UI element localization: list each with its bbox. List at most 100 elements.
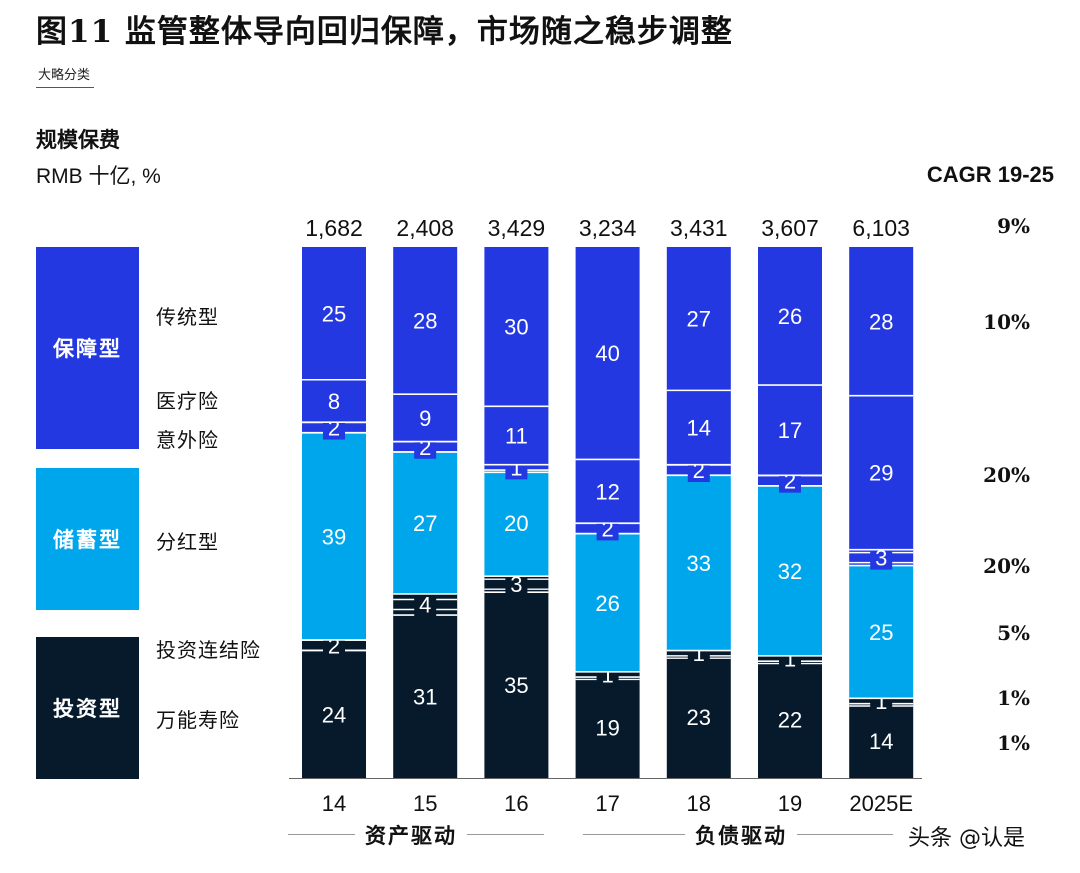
liability-driven-label: 负债驱动 bbox=[685, 820, 797, 850]
bar-segment bbox=[758, 385, 822, 476]
bar-segment bbox=[849, 703, 914, 778]
legend-savings-box: 储蓄型 bbox=[36, 468, 139, 610]
segment-value-label: 22 bbox=[778, 708, 802, 733]
segment-value-label: 30 bbox=[504, 315, 528, 340]
cagr-participating: 20% bbox=[983, 554, 1030, 578]
legend-savings-label: 储蓄型 bbox=[53, 528, 122, 552]
segment-value-label: 9 bbox=[419, 406, 431, 431]
segment-value-label: 14 bbox=[869, 729, 893, 754]
bar-segment bbox=[484, 592, 549, 778]
legend-investment-box: 投资型 bbox=[36, 637, 139, 779]
small-value-box bbox=[505, 572, 528, 597]
segment-value-label: 26 bbox=[778, 304, 802, 329]
bar-segment bbox=[758, 661, 822, 778]
segment-value-label: 4 bbox=[419, 593, 431, 618]
segment-value-label: 19 bbox=[595, 716, 619, 741]
bar-segment bbox=[666, 247, 731, 391]
bar-total-label: 3,234 bbox=[579, 215, 637, 241]
watermark: 头条 @认是 bbox=[908, 826, 1025, 851]
small-value-box bbox=[870, 545, 893, 570]
small-value-box bbox=[414, 592, 437, 617]
bar-segment bbox=[393, 394, 458, 442]
segment-value-label: 24 bbox=[322, 702, 346, 727]
bar-segment bbox=[575, 533, 640, 672]
segment-value-label: 23 bbox=[687, 705, 711, 730]
segment-value-label: 28 bbox=[413, 309, 437, 334]
segment-value-label: 35 bbox=[504, 673, 528, 698]
legend-accident: 意外险 bbox=[156, 428, 219, 452]
x-tick-label: 19 bbox=[778, 791, 802, 816]
asset-driven-label: 资产驱动 bbox=[355, 820, 467, 850]
bar-segment bbox=[484, 406, 549, 465]
segment-value-label: 40 bbox=[595, 341, 619, 366]
bar-segment bbox=[758, 247, 822, 386]
segment-value-label: 39 bbox=[322, 524, 346, 549]
legend-traditional: 传统型 bbox=[156, 305, 219, 329]
bar-segment bbox=[393, 615, 458, 778]
unit-label: RMB 十亿, % bbox=[36, 165, 161, 188]
segment-value-label: 28 bbox=[869, 309, 893, 334]
category-tag: 大略分类 bbox=[36, 64, 95, 88]
segment-value-label: 29 bbox=[869, 461, 893, 486]
cagr-universal-a: 1% bbox=[997, 686, 1030, 710]
x-tick-label: 14 bbox=[322, 791, 346, 816]
bar-segment bbox=[484, 247, 549, 407]
legend-protection-label: 保障型 bbox=[53, 337, 122, 361]
bar-total-label: 2,408 bbox=[396, 215, 454, 241]
segment-value-label: 14 bbox=[687, 416, 711, 441]
segment-value-label: 3 bbox=[875, 546, 887, 571]
segment-value-label: 27 bbox=[413, 511, 437, 536]
bar-segment bbox=[302, 650, 366, 778]
x-tick-label: 16 bbox=[504, 791, 528, 816]
segment-value-label: 11 bbox=[505, 424, 528, 449]
x-tick-label: 17 bbox=[595, 791, 619, 816]
legend-protection-box: 保障型 bbox=[36, 247, 139, 449]
segment-value-label: 33 bbox=[687, 551, 711, 576]
segment-value-label: 12 bbox=[595, 479, 619, 504]
bar-segment bbox=[393, 247, 458, 395]
chart-subtitle: 规模保费 bbox=[36, 128, 120, 152]
bar-segment bbox=[575, 677, 640, 778]
segment-value-label: 25 bbox=[869, 620, 893, 645]
legend-participating: 分红型 bbox=[156, 530, 219, 554]
bar-segment bbox=[302, 247, 366, 380]
cagr-universal-b: 1% bbox=[997, 731, 1030, 755]
segment-value-label: 27 bbox=[687, 307, 711, 332]
bar-segment bbox=[484, 470, 549, 577]
segment-value-label: 8 bbox=[328, 389, 340, 414]
segment-value-label: 17 bbox=[778, 418, 802, 443]
bar-segment bbox=[758, 485, 822, 656]
segment-value-label: 3 bbox=[510, 572, 522, 597]
legend-investment-label: 投资型 bbox=[53, 697, 122, 721]
bar-total-label: 1,682 bbox=[305, 215, 363, 241]
bar-segment bbox=[666, 475, 731, 651]
figure-title: 图11 监管整体导向回归保障，市场随之稳步调整 bbox=[36, 14, 733, 50]
legend-unit-linked: 投资连结险 bbox=[156, 638, 261, 662]
bar-segment bbox=[849, 247, 914, 396]
cagr-traditional: 10% bbox=[983, 310, 1030, 334]
bar-segment bbox=[302, 432, 366, 640]
segment-value-label: 25 bbox=[322, 301, 346, 326]
bar-segment bbox=[575, 247, 640, 460]
bar-segment bbox=[302, 379, 366, 423]
cagr-medical-accident: 20% bbox=[983, 463, 1030, 487]
bar-total-label: 6,103 bbox=[852, 215, 910, 241]
bar-segment bbox=[849, 395, 914, 550]
legend-medical: 医疗险 bbox=[156, 389, 219, 413]
x-tick-label: 18 bbox=[687, 791, 711, 816]
cagr-total: 9% bbox=[997, 214, 1030, 238]
bar-total-label: 3,607 bbox=[761, 215, 819, 241]
bar-total-label: 3,431 bbox=[670, 215, 728, 241]
bar-segment bbox=[575, 459, 640, 524]
segment-value-label: 31 bbox=[413, 685, 437, 710]
bar-segment bbox=[666, 390, 731, 465]
x-tick-label: 15 bbox=[413, 791, 437, 816]
